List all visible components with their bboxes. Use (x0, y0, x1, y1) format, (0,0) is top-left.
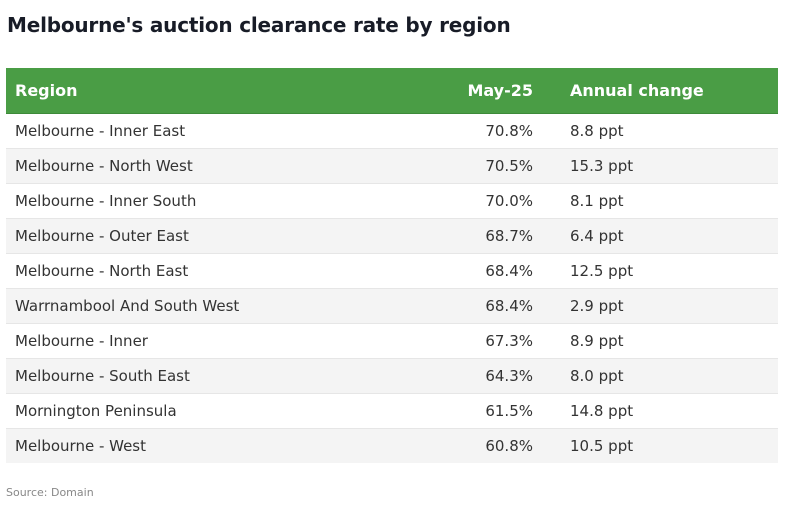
annual-change-cell: 12.5 ppt (534, 253, 778, 289)
table-row: Melbourne - Inner East 70.8% 8.8 ppt (6, 113, 778, 149)
column-header-region: Region (6, 68, 406, 114)
may-25-cell: 68.4% (406, 288, 534, 324)
column-header-annual-change: Annual change (534, 68, 778, 114)
table-row: Mornington Peninsula 61.5% 14.8 ppt (6, 393, 778, 429)
region-cell: Mornington Peninsula (6, 393, 406, 429)
table-row: Melbourne - West 60.8% 10.5 ppt (6, 428, 778, 463)
annual-change-cell: 8.9 ppt (534, 323, 778, 359)
region-cell: Melbourne - Inner South (6, 183, 406, 219)
column-header-may-25: May-25 (406, 68, 534, 114)
region-cell: Melbourne - Inner (6, 323, 406, 359)
annual-change-cell: 15.3 ppt (534, 148, 778, 184)
may-25-cell: 70.8% (406, 113, 534, 149)
clearance-rate-table: Region May-25 Annual change Melbourne - … (6, 68, 778, 463)
annual-change-cell: 8.8 ppt (534, 113, 778, 149)
table-row: Melbourne - Outer East 68.7% 6.4 ppt (6, 218, 778, 254)
annual-change-cell: 8.1 ppt (534, 183, 778, 219)
region-cell: Melbourne - North East (6, 253, 406, 289)
table-row: Warrnambool And South West 68.4% 2.9 ppt (6, 288, 778, 324)
annual-change-cell: 10.5 ppt (534, 428, 778, 463)
source-note: Source: Domain (6, 486, 94, 499)
may-25-cell: 68.4% (406, 253, 534, 289)
table-row: Melbourne - Inner 67.3% 8.9 ppt (6, 323, 778, 359)
may-25-cell: 70.5% (406, 148, 534, 184)
region-cell: Warrnambool And South West (6, 288, 406, 324)
may-25-cell: 64.3% (406, 358, 534, 394)
region-cell: Melbourne - North West (6, 148, 406, 184)
annual-change-cell: 14.8 ppt (534, 393, 778, 429)
region-cell: Melbourne - South East (6, 358, 406, 394)
region-cell: Melbourne - West (6, 428, 406, 463)
annual-change-cell: 8.0 ppt (534, 358, 778, 394)
table-row: Melbourne - South East 64.3% 8.0 ppt (6, 358, 778, 394)
table-row: Melbourne - Inner South 70.0% 8.1 ppt (6, 183, 778, 219)
annual-change-cell: 2.9 ppt (534, 288, 778, 324)
table-row: Melbourne - North East 68.4% 12.5 ppt (6, 253, 778, 289)
may-25-cell: 67.3% (406, 323, 534, 359)
may-25-cell: 70.0% (406, 183, 534, 219)
table-row: Melbourne - North West 70.5% 15.3 ppt (6, 148, 778, 184)
may-25-cell: 60.8% (406, 428, 534, 463)
region-cell: Melbourne - Outer East (6, 218, 406, 254)
table-header-row: Region May-25 Annual change (6, 68, 778, 114)
may-25-cell: 61.5% (406, 393, 534, 429)
may-25-cell: 68.7% (406, 218, 534, 254)
annual-change-cell: 6.4 ppt (534, 218, 778, 254)
chart-title: Melbourne's auction clearance rate by re… (7, 13, 511, 37)
region-cell: Melbourne - Inner East (6, 113, 406, 149)
